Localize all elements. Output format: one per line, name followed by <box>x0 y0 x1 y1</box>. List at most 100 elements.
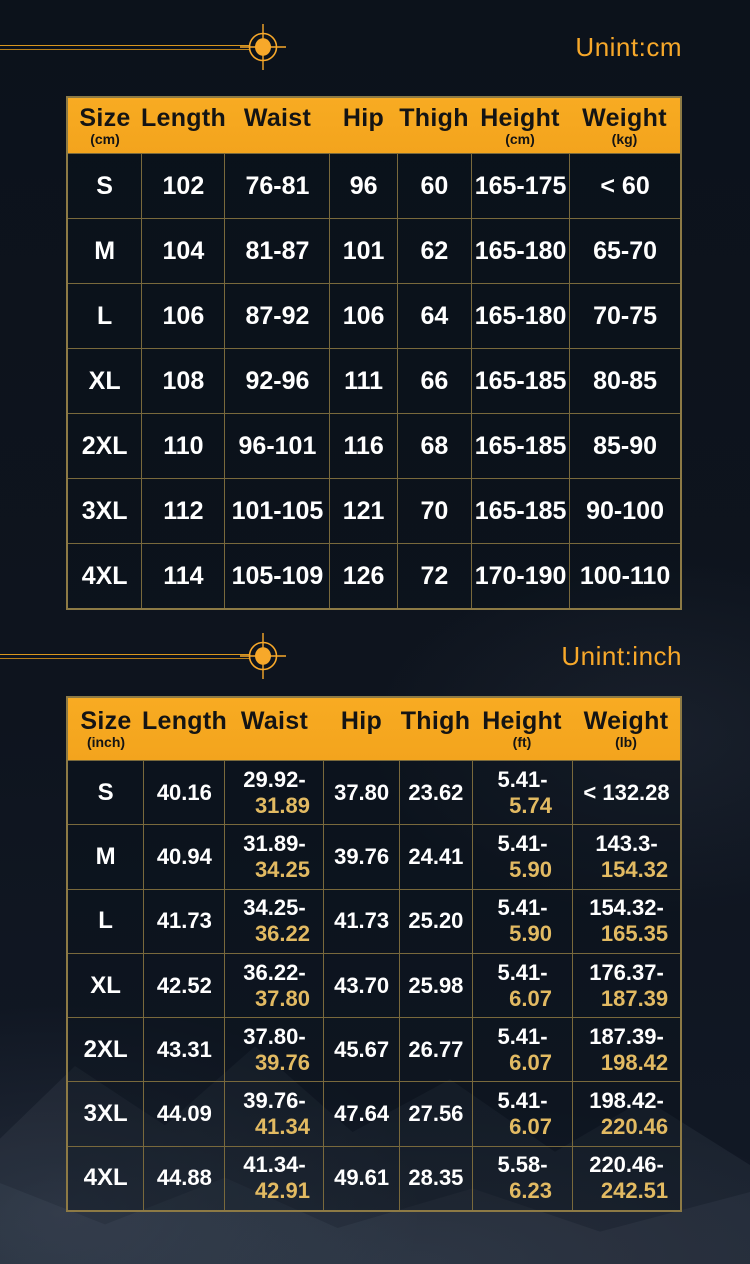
cell-value: 198.42- <box>589 1088 664 1114</box>
header-cell-length: Length <box>140 98 227 153</box>
table-cell: 170-190 <box>472 544 571 608</box>
table-cell: 80-85 <box>570 349 680 413</box>
cell-value: 101-105 <box>231 496 324 525</box>
cell-value: 39.76 <box>334 843 390 869</box>
header-cell-length: Length <box>142 698 227 760</box>
cell-value: 143.3- <box>595 830 658 856</box>
cell-value: 108 <box>162 366 205 395</box>
table-cell: 165-175 <box>472 154 571 218</box>
table-cell: 25.98 <box>400 953 474 1018</box>
cell-value: 3XL <box>83 1100 128 1128</box>
table-cell: 114 <box>142 544 226 608</box>
cell-value-secondary: 187.39 <box>600 985 669 1011</box>
cell-value: 70-75 <box>593 301 658 330</box>
cell-value: 165-185 <box>474 366 567 395</box>
table-cell: 5.41- 6.07 <box>473 1018 574 1082</box>
table-cell: 92-96 <box>225 349 331 413</box>
table-header-row: Size (cm) Length Waist Hip Thigh Height (cm) Wei… <box>68 98 680 154</box>
cell-value-secondary: 34.25 <box>254 856 310 882</box>
table-cell: 25.20 <box>400 889 474 953</box>
header-label: Height <box>482 707 562 735</box>
header-sub-label: (kg) <box>611 130 638 147</box>
section-divider-cm: Unint:cm <box>0 0 750 94</box>
cell-value: 106 <box>342 301 385 330</box>
table-cell: 40.16 <box>144 761 226 825</box>
cell-value: 76-81 <box>245 171 310 200</box>
cell-value: 39.76- <box>243 1088 306 1114</box>
cell-value-secondary: 242.51 <box>600 1178 669 1204</box>
table-cell: 34.25- 36.22 <box>225 889 325 953</box>
cell-value: 37.80- <box>243 1023 306 1049</box>
table-header-row: Size (inch) Length Waist Hip Thigh Height (ft) W… <box>68 698 680 761</box>
cell-value: < 60 <box>600 171 650 200</box>
header-label: Waist <box>243 103 312 132</box>
cell-value: 96 <box>349 171 378 200</box>
cell-value: 47.64 <box>334 1101 390 1127</box>
cell-value: 43.70 <box>334 972 390 998</box>
header-cell-weight: Weight (lb) <box>572 698 680 760</box>
table-cell: 165-185 <box>472 479 571 543</box>
table-cell: 96 <box>330 154 398 218</box>
header-label: Size <box>80 707 132 735</box>
table-cell: 102 <box>142 154 226 218</box>
table-cell: 5.41- 6.07 <box>473 1082 574 1146</box>
cell-value: 40.16 <box>156 779 212 805</box>
table-cell: 154.32- 165.35 <box>573 890 680 953</box>
cell-value-secondary: 5.90 <box>509 856 552 882</box>
cell-value: 41.73 <box>156 908 212 934</box>
cell-value: 165-185 <box>474 431 567 460</box>
size-label-cell: M <box>68 825 145 889</box>
cell-value-secondary: 41.34 <box>254 1114 310 1140</box>
header-label: Length <box>140 103 227 132</box>
table-cell: 40.94 <box>144 825 226 889</box>
table-cell: 5.41- 5.74 <box>473 761 574 825</box>
table-cell: 111 <box>330 349 398 413</box>
table-cell: 23.62 <box>400 761 474 825</box>
header-sub-label: (inch) <box>86 734 126 750</box>
table-cell: 47.64 <box>324 1082 400 1146</box>
cell-value-secondary: 5.74 <box>509 792 552 818</box>
cell-value: 165-180 <box>474 301 567 330</box>
cell-value: 165-185 <box>474 496 567 525</box>
cell-value: XL <box>88 366 121 395</box>
cell-value: 44.09 <box>156 1101 212 1127</box>
divider-line <box>0 45 250 50</box>
cell-value-secondary: 31.89 <box>254 792 310 818</box>
cell-value: < 132.28 <box>583 779 670 805</box>
table-cell: 143.3- 154.32 <box>573 825 680 888</box>
table-cell: 85-90 <box>570 414 680 478</box>
table-cell: 41.73 <box>324 889 400 953</box>
table-cell: 36.22- 37.80 <box>225 953 325 1018</box>
header-label: Thigh <box>399 103 469 132</box>
size-label-cell: L <box>68 284 143 348</box>
cell-value: 41.73 <box>334 908 390 934</box>
table-cell: 31.89- 34.25 <box>225 825 325 889</box>
cell-value: 23.62 <box>408 779 464 805</box>
unit-label-cm: Unint:cm <box>575 32 682 62</box>
table-row-s: S 102 76-81 96 60 165-175 < 60 <box>68 154 680 219</box>
cell-value: 170-190 <box>474 561 567 590</box>
cell-value: 25.98 <box>408 972 464 998</box>
table-cell: 187.39- 198.42 <box>573 1018 680 1081</box>
cell-value-secondary: 36.22 <box>254 921 310 947</box>
table-cell: 27.56 <box>400 1082 474 1146</box>
table-cell: 39.76- 41.34 <box>225 1082 325 1146</box>
cell-value: 106 <box>162 301 205 330</box>
table-cell: 106 <box>142 284 226 348</box>
table-cell: 44.88 <box>144 1146 226 1211</box>
table-cell: 24.41 <box>400 825 474 889</box>
table-cell: 165-185 <box>472 414 571 478</box>
cell-value: 49.61 <box>334 1165 390 1191</box>
cell-value: 64 <box>420 301 449 330</box>
cell-value: L <box>97 301 113 330</box>
table-cell: 101 <box>330 219 398 283</box>
cell-value: 5.41- <box>497 766 548 792</box>
table-cell: 44.09 <box>144 1082 226 1146</box>
table-cell: 101-105 <box>225 479 331 543</box>
size-label-cell: S <box>68 761 145 825</box>
table-cell: 76-81 <box>225 154 331 218</box>
cell-value: 96-101 <box>238 431 317 460</box>
cell-value: 62 <box>420 236 449 265</box>
size-label-cell: L <box>68 889 145 953</box>
table-row-xl: XL 42.52 36.22- 37.80 43.70 25.98 5.41- 6.07 176… <box>68 953 680 1019</box>
